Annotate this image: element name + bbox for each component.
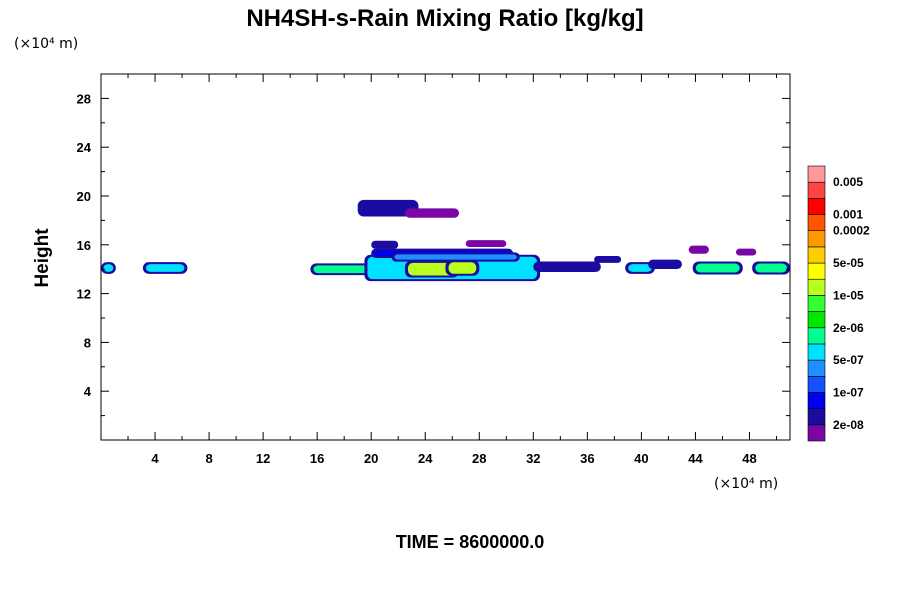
x-tick-label: 32: [526, 451, 540, 466]
colorbar-label: 1e-05: [833, 288, 864, 302]
colorbar-label: 1e-07: [833, 385, 864, 399]
colorbar-swatch: [807, 343, 826, 361]
colorbar-swatch: [807, 278, 826, 296]
colorbar-swatch: [807, 392, 826, 409]
colorbar-label: 5e-07: [833, 353, 864, 367]
feature-core: [755, 263, 787, 273]
x-tick-label: 36: [580, 451, 594, 466]
colorbar: 2e-08 1e-07 5e-07 2e-06 1e-05 5e-05 0.0002 0.00…: [807, 165, 870, 442]
colorbar-swatch: [807, 165, 826, 183]
colorbar-swatch: [807, 262, 826, 280]
plot-frame: [100, 73, 791, 441]
colorbar-label: 0.005: [833, 175, 863, 189]
feature-core: [628, 264, 652, 272]
colorbar-label: 0.001: [833, 208, 863, 222]
time-label: TIME = 8600000.0: [396, 532, 545, 552]
feature-core: [374, 242, 396, 247]
x-tick-label: 40: [634, 451, 648, 466]
plot-area: [100, 73, 791, 441]
colorbar-label: 5e-05: [833, 256, 864, 270]
x-tick-label: 48: [742, 451, 756, 466]
colorbar-swatch: [807, 408, 826, 426]
colorbar-label: 2e-08: [833, 418, 864, 432]
colorbar-swatch: [807, 295, 826, 312]
colorbar-swatch: [807, 230, 826, 248]
feature-core: [695, 263, 740, 273]
x-tick-label: 44: [688, 451, 703, 466]
y-tick-label: 16: [77, 238, 91, 253]
y-tick-label: 12: [77, 287, 91, 302]
feature-core: [407, 210, 457, 216]
x-tick-label: 20: [364, 451, 378, 466]
feature-core: [738, 250, 754, 254]
y-tick-label: 24: [77, 140, 92, 155]
colorbar-swatch: [807, 198, 826, 215]
y-tick-label: 20: [77, 189, 91, 204]
colorbar-swatch: [807, 311, 826, 329]
x-tick-label: 4: [151, 451, 159, 466]
y-axis-label: Height: [32, 228, 53, 288]
feature-core: [448, 262, 477, 274]
feature-core: [651, 261, 679, 267]
x-tick-label: 16: [310, 451, 324, 466]
data-features: [101, 199, 790, 282]
colorbar-swatch: [807, 424, 826, 442]
colorbar-swatch: [807, 327, 826, 345]
feature-core: [313, 265, 375, 274]
feature-core: [103, 264, 114, 272]
y-tick-label: 4: [84, 384, 92, 399]
feature-core: [360, 201, 416, 215]
x-tick-label: 8: [205, 451, 212, 466]
chart-title: NH4SH-s-Rain Mixing Ratio [kg/kg]: [246, 5, 643, 32]
colorbar-swatch: [807, 214, 826, 232]
x-tick-label: 28: [472, 451, 486, 466]
y-tick-label: 28: [77, 91, 91, 106]
y-tick-label: 8: [84, 335, 91, 350]
feature-core: [145, 264, 185, 272]
feature-core: [394, 254, 517, 260]
x-unit-label: (×10⁴ m): [714, 476, 778, 492]
colorbar-swatch: [807, 375, 826, 393]
feature-core: [691, 247, 706, 252]
y-unit-label: (×10⁴ m): [14, 36, 78, 52]
x-tick-label: 12: [256, 451, 270, 466]
colorbar-swatch: [807, 359, 826, 377]
colorbar-swatch: [807, 181, 826, 199]
colorbar-swatch: [807, 246, 826, 264]
feature-core: [597, 258, 619, 261]
colorbar-label: 0.0002: [833, 224, 870, 238]
feature-core: [536, 263, 598, 271]
colorbar-label: 2e-06: [833, 321, 864, 335]
feature-core: [468, 242, 504, 246]
x-tick-label: 24: [418, 451, 433, 466]
feature-core: [407, 262, 457, 276]
